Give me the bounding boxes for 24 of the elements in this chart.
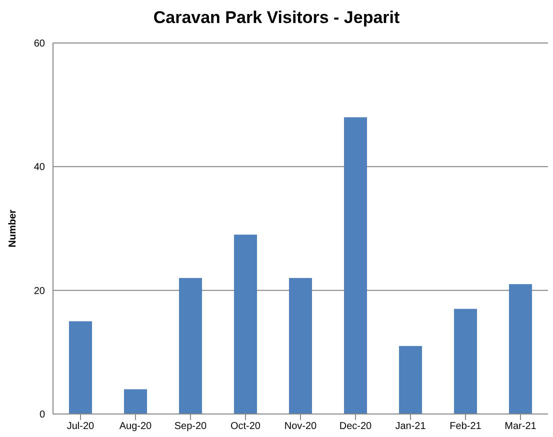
x-tick-label: Nov-20 bbox=[284, 421, 318, 432]
y-tick-label: 40 bbox=[34, 162, 46, 174]
x-tick-label: Feb-21 bbox=[450, 421, 482, 432]
bar bbox=[399, 346, 422, 414]
y-axis-title: Number bbox=[8, 210, 19, 248]
bar bbox=[179, 278, 202, 414]
bar bbox=[69, 321, 92, 414]
x-tick-label: Aug-20 bbox=[119, 421, 152, 432]
x-tick-label: Jan-21 bbox=[395, 421, 426, 432]
bar bbox=[454, 308, 477, 414]
y-tick-label: 60 bbox=[34, 38, 46, 50]
y-tick-label: 20 bbox=[34, 286, 46, 297]
chart-title: Caravan Park Visitors - Jeparit bbox=[152, 8, 401, 28]
x-tick-label: Mar-21 bbox=[504, 421, 537, 432]
x-tick-label: Sep-20 bbox=[174, 421, 208, 432]
bar bbox=[289, 278, 312, 414]
x-tick-label: Jul-20 bbox=[66, 421, 95, 432]
x-tick-label: Dec-20 bbox=[339, 421, 372, 432]
y-tick-label: 0 bbox=[39, 410, 46, 421]
bar bbox=[509, 284, 532, 414]
bar bbox=[234, 234, 257, 414]
bar bbox=[124, 389, 147, 414]
x-tick-label: Oct-20 bbox=[230, 421, 261, 432]
bar bbox=[344, 117, 367, 414]
